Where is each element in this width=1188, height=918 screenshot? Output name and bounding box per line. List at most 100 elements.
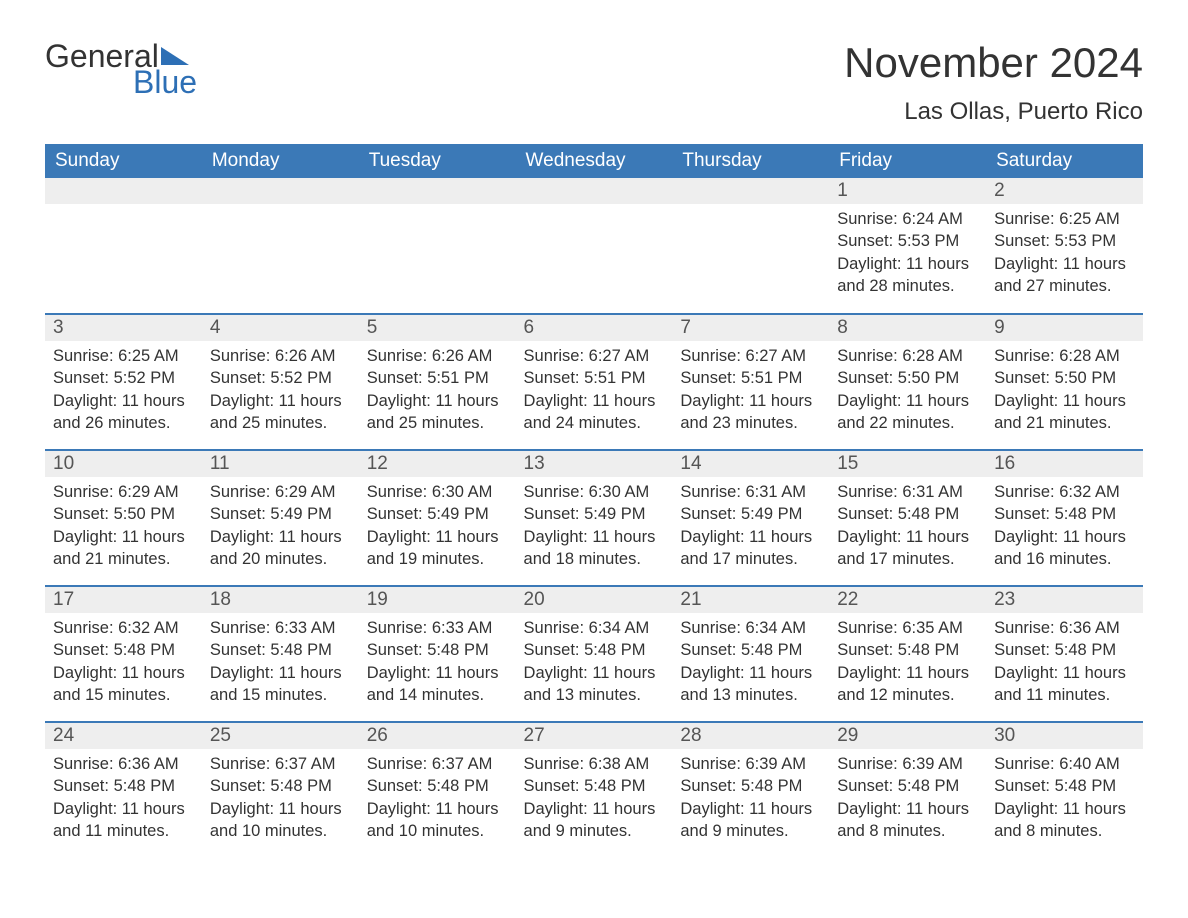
label-sunset: Sunset:	[367, 369, 423, 387]
day-details: Sunrise: 6:39 AMSunset: 5:48 PMDaylight:…	[829, 749, 986, 850]
label-sunrise: Sunrise:	[837, 755, 898, 773]
label-daylight: Daylight:	[680, 392, 744, 410]
day-sunrise-line: Sunrise: 6:31 AM	[837, 481, 978, 503]
day-number: 19	[359, 587, 516, 613]
label-daylight: Daylight:	[367, 664, 431, 682]
label-sunrise: Sunrise:	[837, 210, 898, 228]
value-sunset: 5:48 PM	[741, 641, 802, 659]
calendar-day: 17Sunrise: 6:32 AMSunset: 5:48 PMDayligh…	[45, 586, 202, 722]
value-sunset: 5:50 PM	[1055, 369, 1116, 387]
label-sunrise: Sunrise:	[994, 483, 1055, 501]
label-sunrise: Sunrise:	[210, 347, 271, 365]
calendar-day: 24Sunrise: 6:36 AMSunset: 5:48 PMDayligh…	[45, 722, 202, 858]
day-number: 11	[202, 451, 359, 477]
value-sunset: 5:48 PM	[114, 641, 175, 659]
day-daylight-line: Daylight: 11 hours and 26 minutes.	[53, 390, 194, 435]
day-daylight-line: Daylight: 11 hours and 21 minutes.	[53, 526, 194, 571]
label-sunrise: Sunrise:	[53, 755, 114, 773]
day-sunrise-line: Sunrise: 6:25 AM	[994, 208, 1135, 230]
calendar-day: 19Sunrise: 6:33 AMSunset: 5:48 PMDayligh…	[359, 586, 516, 722]
day-daylight-line: Daylight: 11 hours and 27 minutes.	[994, 253, 1135, 298]
value-sunset: 5:48 PM	[1055, 641, 1116, 659]
label-sunset: Sunset:	[210, 369, 266, 387]
value-sunrise: 6:39 AM	[902, 755, 963, 773]
calendar-body: 1Sunrise: 6:24 AMSunset: 5:53 PMDaylight…	[45, 178, 1143, 858]
calendar-empty	[359, 178, 516, 314]
value-sunrise: 6:26 AM	[432, 347, 493, 365]
day-daylight-line: Daylight: 11 hours and 11 minutes.	[53, 798, 194, 843]
label-sunrise: Sunrise:	[994, 755, 1055, 773]
day-sunrise-line: Sunrise: 6:29 AM	[53, 481, 194, 503]
day-number: 2	[986, 178, 1143, 204]
day-number: 3	[45, 315, 202, 341]
label-daylight: Daylight:	[367, 392, 431, 410]
day-number: 16	[986, 451, 1143, 477]
day-sunrise-line: Sunrise: 6:30 AM	[367, 481, 508, 503]
value-sunrise: 6:27 AM	[589, 347, 650, 365]
value-sunset: 5:48 PM	[427, 641, 488, 659]
label-sunset: Sunset:	[367, 505, 423, 523]
calendar-day: 22Sunrise: 6:35 AMSunset: 5:48 PMDayligh…	[829, 586, 986, 722]
day-number: 18	[202, 587, 359, 613]
day-sunset-line: Sunset: 5:48 PM	[53, 639, 194, 661]
day-daylight-line: Daylight: 11 hours and 25 minutes.	[210, 390, 351, 435]
label-sunrise: Sunrise:	[524, 755, 585, 773]
day-sunrise-line: Sunrise: 6:25 AM	[53, 345, 194, 367]
day-number-empty	[672, 178, 829, 204]
day-daylight-line: Daylight: 11 hours and 9 minutes.	[524, 798, 665, 843]
day-sunset-line: Sunset: 5:48 PM	[367, 775, 508, 797]
calendar-day: 3 Sunrise: 6:25 AMSunset: 5:52 PMDaylight…	[45, 314, 202, 450]
value-sunset: 5:48 PM	[1055, 505, 1116, 523]
day-daylight-line: Daylight: 11 hours and 8 minutes.	[837, 798, 978, 843]
day-sunset-line: Sunset: 5:51 PM	[367, 367, 508, 389]
day-daylight-line: Daylight: 11 hours and 14 minutes.	[367, 662, 508, 707]
day-sunset-line: Sunset: 5:48 PM	[994, 503, 1135, 525]
calendar-day: 9Sunrise: 6:28 AMSunset: 5:50 PMDaylight…	[986, 314, 1143, 450]
value-sunrise: 6:25 AM	[118, 347, 179, 365]
label-daylight: Daylight:	[994, 255, 1058, 273]
label-sunset: Sunset:	[680, 505, 736, 523]
day-details: Sunrise: 6:25 AMSunset: 5:53 PMDaylight:…	[986, 204, 1143, 305]
day-sunrise-line: Sunrise: 6:34 AM	[524, 617, 665, 639]
label-sunset: Sunset:	[524, 777, 580, 795]
calendar-empty	[516, 178, 673, 314]
day-number-empty	[516, 178, 673, 204]
value-sunrise: 6:27 AM	[746, 347, 807, 365]
day-sunset-line: Sunset: 5:48 PM	[994, 639, 1135, 661]
label-daylight: Daylight:	[524, 664, 588, 682]
label-sunrise: Sunrise:	[994, 619, 1055, 637]
calendar-day: 7Sunrise: 6:27 AMSunset: 5:51 PMDaylight…	[672, 314, 829, 450]
label-sunrise: Sunrise:	[367, 755, 428, 773]
day-sunset-line: Sunset: 5:52 PM	[53, 367, 194, 389]
label-daylight: Daylight:	[367, 528, 431, 546]
day-sunset-line: Sunset: 5:48 PM	[524, 775, 665, 797]
day-details: Sunrise: 6:24 AMSunset: 5:53 PMDaylight:…	[829, 204, 986, 305]
day-sunrise-line: Sunrise: 6:31 AM	[680, 481, 821, 503]
day-sunrise-line: Sunrise: 6:29 AM	[210, 481, 351, 503]
day-number: 10	[45, 451, 202, 477]
label-sunset: Sunset:	[53, 777, 109, 795]
day-sunrise-line: Sunrise: 6:39 AM	[680, 753, 821, 775]
calendar-table: SundayMondayTuesdayWednesdayThursdayFrid…	[45, 144, 1143, 858]
value-sunrise: 6:32 AM	[1059, 483, 1120, 501]
day-details: Sunrise: 6:29 AMSunset: 5:49 PMDaylight:…	[202, 477, 359, 578]
day-sunset-line: Sunset: 5:49 PM	[524, 503, 665, 525]
day-sunset-line: Sunset: 5:53 PM	[837, 230, 978, 252]
day-details: Sunrise: 6:30 AMSunset: 5:49 PMDaylight:…	[516, 477, 673, 578]
label-sunrise: Sunrise:	[524, 483, 585, 501]
label-sunrise: Sunrise:	[994, 347, 1055, 365]
label-daylight: Daylight:	[994, 392, 1058, 410]
day-number: 26	[359, 723, 516, 749]
day-sunset-line: Sunset: 5:49 PM	[367, 503, 508, 525]
day-sunrise-line: Sunrise: 6:27 AM	[524, 345, 665, 367]
value-sunrise: 6:31 AM	[902, 483, 963, 501]
day-sunrise-line: Sunrise: 6:26 AM	[210, 345, 351, 367]
day-sunrise-line: Sunrise: 6:26 AM	[367, 345, 508, 367]
calendar-day: 6Sunrise: 6:27 AMSunset: 5:51 PMDaylight…	[516, 314, 673, 450]
day-daylight-line: Daylight: 11 hours and 12 minutes.	[837, 662, 978, 707]
day-details: Sunrise: 6:39 AMSunset: 5:48 PMDaylight:…	[672, 749, 829, 850]
calendar-day: 11Sunrise: 6:29 AMSunset: 5:49 PMDayligh…	[202, 450, 359, 586]
day-number: 5	[359, 315, 516, 341]
day-daylight-line: Daylight: 11 hours and 25 minutes.	[367, 390, 508, 435]
label-daylight: Daylight:	[53, 664, 117, 682]
